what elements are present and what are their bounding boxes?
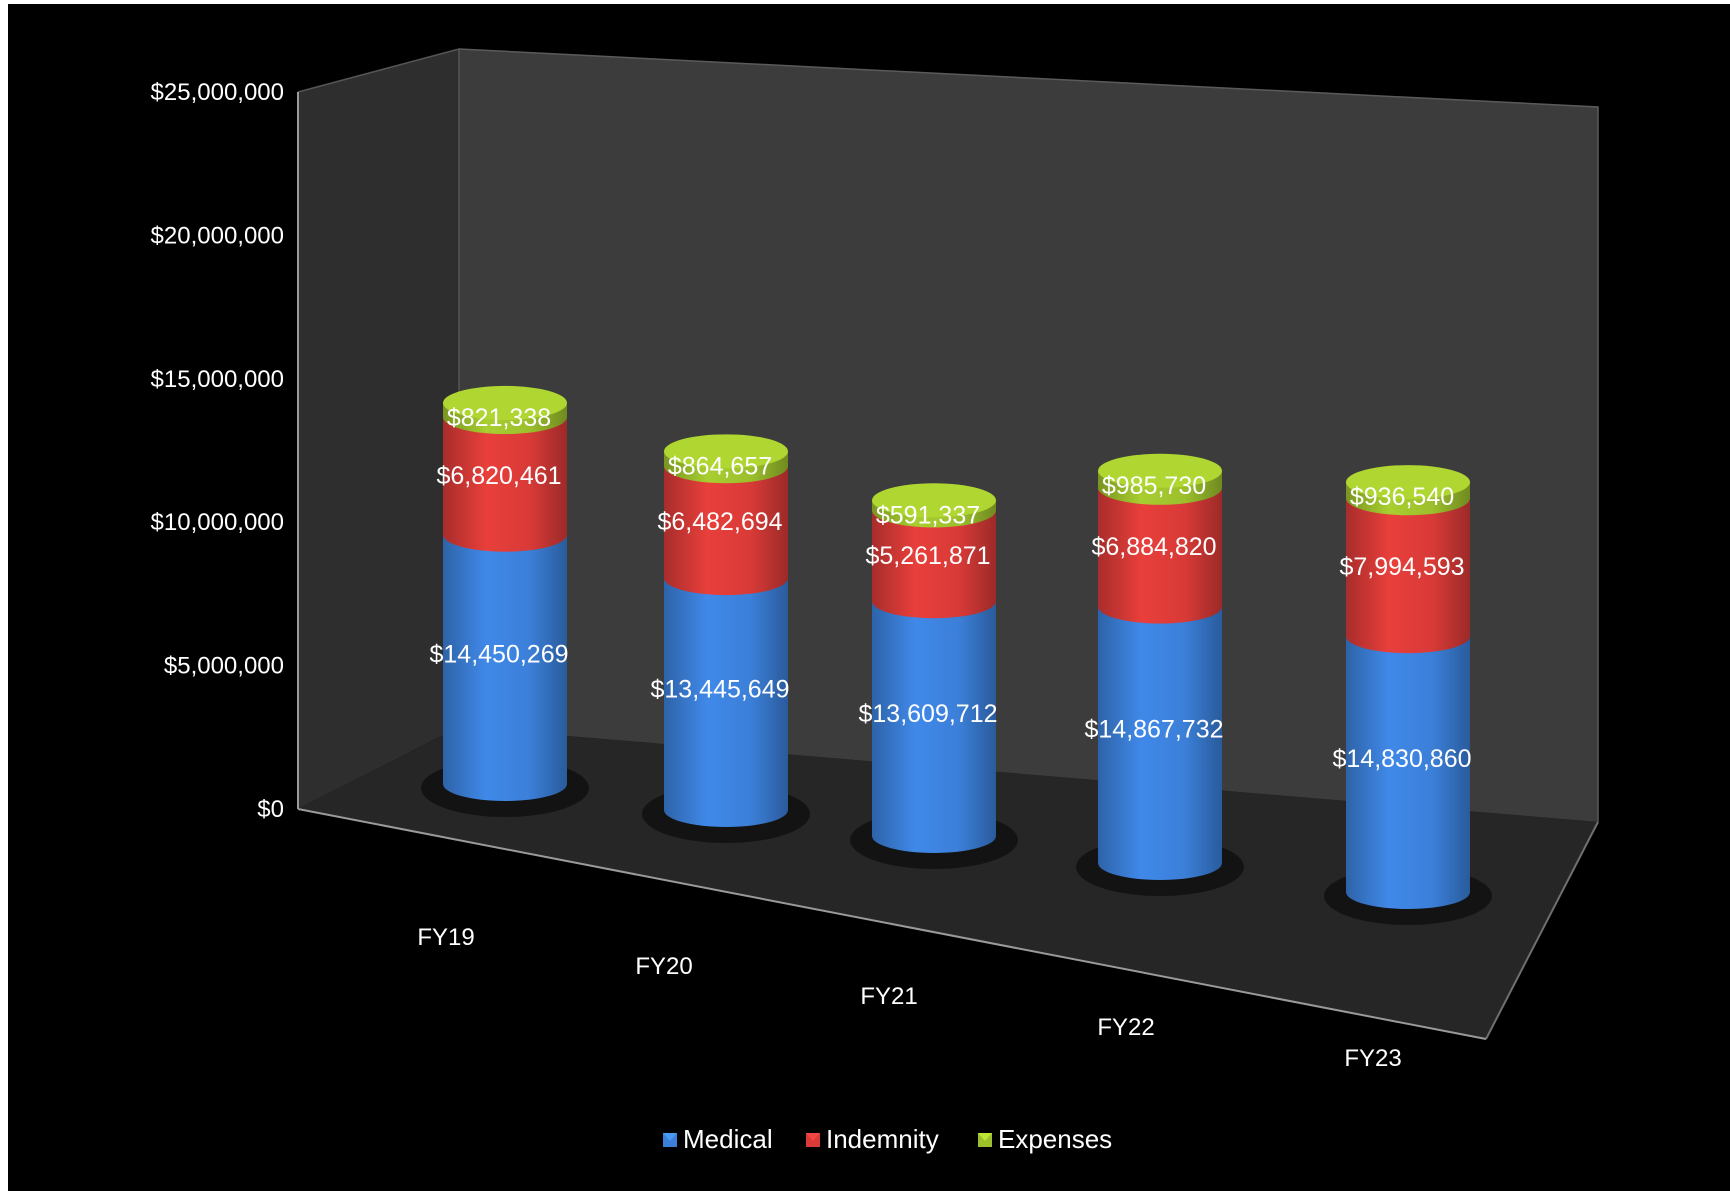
legend-label: Indemnity — [826, 1124, 939, 1154]
y-tick-label: $5,000,000 — [164, 653, 284, 680]
bar-segment-indemnity — [1098, 487, 1222, 624]
data-label: $821,338 — [447, 404, 551, 432]
bar-segment-expenses — [664, 434, 788, 484]
bar-segment-indemnity — [443, 417, 567, 552]
data-label: $864,657 — [668, 452, 772, 480]
bar-segment-expenses — [443, 385, 567, 435]
data-label: $14,830,860 — [1332, 745, 1471, 773]
bar-body — [664, 578, 788, 827]
bar-segment-medical — [443, 534, 567, 801]
data-labels: $14,450,269 $6,820,461 $821,338 $13,445,649… — [429, 404, 1471, 773]
data-label: $985,730 — [1102, 472, 1206, 500]
x-category-label: FY20 — [635, 953, 692, 980]
bar-segment-expenses — [872, 483, 996, 528]
y-tick-label: $20,000,000 — [151, 222, 284, 249]
x-category-label: FY19 — [417, 924, 474, 951]
data-label: $936,540 — [1350, 483, 1454, 511]
data-label: $5,261,871 — [865, 542, 990, 570]
data-label: $14,867,732 — [1084, 716, 1223, 744]
bar-body — [443, 534, 567, 801]
bar-top-cap — [664, 434, 788, 469]
bar-top-cap — [1098, 453, 1222, 488]
data-label: $13,609,712 — [858, 700, 997, 728]
bar-top-cap — [1346, 465, 1470, 500]
bar-body — [872, 510, 996, 619]
x-category-label: FY22 — [1097, 1014, 1154, 1041]
legend-label: Medical — [683, 1124, 773, 1154]
data-label: $7,994,593 — [1339, 553, 1464, 581]
bar-segment-medical — [664, 578, 788, 827]
legend-swatch-highlight — [978, 1133, 992, 1141]
floor — [298, 727, 1598, 1039]
y-axis-ticks: $0 $5,000,000 $10,000,000 $15,000,000 $20,00… — [151, 79, 284, 823]
floor-right-edge — [1485, 821, 1599, 1040]
bar-segment-medical — [872, 601, 996, 853]
x-axis-categories: FY19 FY20 FY21 FY22 FY23 — [417, 924, 1401, 1072]
legend-item-expenses: Expenses — [978, 1124, 1112, 1154]
y-tick-label: $10,000,000 — [151, 509, 284, 536]
bars — [421, 385, 1492, 925]
data-label: $13,445,649 — [650, 675, 789, 703]
bar-top-cap — [443, 385, 567, 420]
legend-label: Expenses — [998, 1124, 1112, 1154]
y-tick-label: $15,000,000 — [151, 366, 284, 393]
y-tick-label: $0 — [257, 796, 284, 823]
data-label: $6,820,461 — [436, 462, 561, 490]
x-category-label: FY21 — [860, 983, 917, 1010]
data-label: $6,884,820 — [1091, 533, 1216, 561]
bar-body — [1346, 636, 1470, 909]
bar-segment-indemnity — [872, 510, 996, 619]
bar-body — [872, 601, 996, 853]
bar-top-cap — [872, 483, 996, 518]
legend: Medical Indemnity Expenses — [663, 1124, 1112, 1154]
stacked-cylinder-chart: $0 $5,000,000 $10,000,000 $15,000,000 $20,00… — [151, 48, 1599, 1154]
bar-segment-indemnity — [1346, 498, 1470, 654]
bar-body — [1098, 487, 1222, 624]
legend-item-indemnity: Indemnity — [806, 1124, 939, 1154]
y-tick-label: $25,000,000 — [151, 79, 284, 106]
bar-body — [1346, 498, 1470, 654]
side-wall — [298, 49, 459, 809]
data-label: $591,337 — [876, 501, 980, 529]
legend-swatch-highlight — [806, 1133, 820, 1141]
legend-swatch-highlight — [663, 1133, 677, 1141]
legend-item-medical: Medical — [663, 1124, 773, 1154]
x-category-label: FY23 — [1344, 1045, 1401, 1072]
back-wall-edge — [458, 48, 1599, 822]
x-axis-line — [297, 808, 1487, 1040]
bar-segment-medical — [1346, 636, 1470, 909]
data-label: $14,450,269 — [429, 640, 568, 668]
data-label: $6,482,694 — [657, 508, 782, 536]
bar-body — [443, 417, 567, 552]
bar-body — [1098, 606, 1222, 880]
bar-segment-medical — [1098, 606, 1222, 880]
bar-segment-indemnity — [664, 466, 788, 596]
bar-segment-expenses — [1098, 453, 1222, 505]
chart-frame: $0 $5,000,000 $10,000,000 $15,000,000 $20,00… — [8, 4, 1730, 1191]
bar-body — [664, 466, 788, 596]
bar-segment-expenses — [1346, 465, 1470, 516]
